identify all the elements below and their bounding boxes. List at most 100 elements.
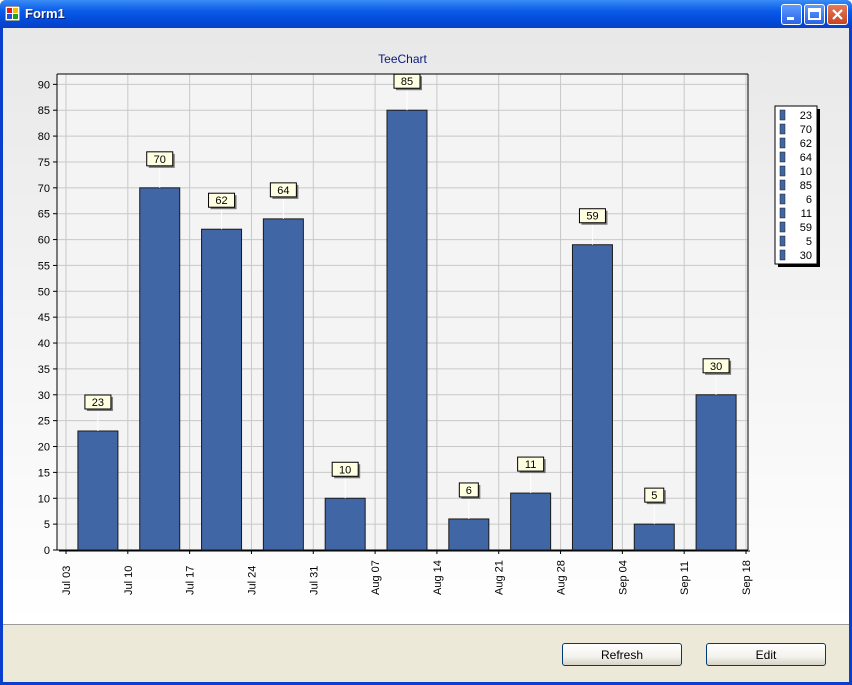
legend-label: 64 [800, 152, 812, 164]
x-tick-label: Sep 11 [679, 561, 691, 595]
data-label: 6 [466, 485, 472, 497]
legend-label: 59 [800, 222, 812, 234]
x-tick-label: Sep 18 [741, 560, 753, 595]
x-tick-label: Aug 14 [432, 560, 444, 595]
data-label-box [393, 73, 421, 89]
chart-title: TeeChart [378, 52, 427, 66]
bar [448, 518, 490, 551]
y-tick-label: 10 [38, 493, 50, 505]
data-label: 30 [710, 361, 722, 373]
legend-label: 11 [801, 208, 812, 220]
bar [201, 228, 243, 551]
title-bar[interactable]: Form1 [0, 0, 852, 28]
x-tick-label: Jul 03 [61, 566, 73, 595]
legend-swatch [779, 165, 786, 177]
data-label-box [458, 482, 479, 498]
data-label-box [644, 487, 665, 503]
y-tick-label: 5 [44, 519, 50, 531]
bar [386, 109, 428, 551]
legend-swatch [779, 109, 786, 121]
legend-label: 30 [800, 250, 812, 262]
legend-swatch [779, 235, 786, 247]
data-label: 11 [525, 459, 536, 471]
y-tick-label: 75 [38, 157, 50, 169]
refresh-button[interactable]: Refresh [562, 643, 682, 666]
legend-swatch [779, 137, 786, 149]
maximize-button[interactable] [804, 4, 825, 25]
legend-swatch [779, 151, 786, 163]
edit-button[interactable]: Edit [706, 643, 826, 666]
legend-swatch [779, 207, 786, 219]
data-label: 59 [586, 211, 598, 223]
y-tick-label: 50 [38, 286, 50, 298]
y-tick-label: 60 [38, 235, 50, 247]
x-tick-label: Aug 07 [370, 560, 382, 595]
data-label: 10 [339, 464, 351, 476]
form-client-area: 0 5 10 15 20 25 30 35 40 45 50 55 60 65 70 75 80 85 90 Jul … [3, 28, 849, 682]
y-tick-label: 30 [38, 390, 50, 402]
legend-swatch [779, 179, 786, 191]
bar [571, 244, 613, 551]
data-label: 62 [215, 195, 227, 207]
close-icon [832, 9, 843, 20]
legend-label: 10 [800, 166, 812, 178]
data-label: 85 [401, 76, 413, 88]
y-tick-label: 70 [38, 183, 50, 195]
minimize-button[interactable] [781, 4, 802, 25]
y-tick-label: 85 [38, 105, 50, 117]
x-tick-label: Jul 10 [123, 566, 135, 595]
x-tick-label: Aug 21 [494, 560, 506, 595]
data-label-box [331, 461, 359, 477]
y-tick-label: 80 [38, 131, 50, 143]
y-tick-label: 25 [38, 416, 50, 428]
y-tick-label: 15 [38, 467, 50, 479]
data-label-box [517, 456, 545, 472]
data-label-box [578, 208, 606, 224]
legend-label: 5 [806, 236, 812, 248]
x-tick-label: Sep 04 [617, 560, 629, 595]
data-label-box [702, 358, 730, 374]
bar [262, 218, 304, 551]
data-label: 70 [154, 154, 166, 166]
x-tick-label: Jul 17 [185, 566, 197, 595]
data-label: 64 [277, 185, 289, 197]
y-tick-label: 45 [38, 312, 50, 324]
close-button[interactable] [827, 4, 848, 25]
x-tick-label: Jul 24 [246, 566, 258, 595]
y-tick-label: 65 [38, 209, 50, 221]
legend-swatch [779, 193, 786, 205]
bar [633, 523, 675, 551]
bar [695, 394, 737, 551]
y-tick-label: 35 [38, 364, 50, 376]
data-label: 5 [651, 490, 657, 502]
bar [324, 497, 366, 551]
y-tick-label: 40 [38, 338, 50, 350]
app-icon [5, 6, 20, 21]
legend-label: 23 [800, 110, 812, 122]
data-label-box [146, 151, 174, 167]
data-label-box [84, 394, 112, 410]
bar [510, 492, 552, 551]
window-title: Form1 [25, 6, 65, 21]
bar-chart: 051015202530354045505560657075808590Jul … [38, 52, 820, 595]
x-tick-label: Jul 31 [308, 566, 320, 595]
minimize-icon [787, 17, 794, 20]
y-tick-label: 0 [44, 545, 50, 557]
maximize-icon [808, 8, 821, 20]
data-label: 23 [92, 397, 104, 409]
legend-label: 85 [800, 180, 812, 192]
chart-panel[interactable]: 0 5 10 15 20 25 30 35 40 45 50 55 60 65 70 75 80 85 90 Jul … [3, 28, 849, 625]
legend-label: 62 [800, 138, 812, 150]
y-tick-label: 55 [38, 260, 50, 272]
legend-label: 6 [806, 194, 812, 206]
legend-swatch [779, 221, 786, 233]
y-tick-label: 90 [38, 79, 50, 91]
bar [139, 187, 181, 551]
y-tick-label: 20 [38, 442, 50, 454]
data-label-box [208, 192, 236, 208]
legend-label: 70 [800, 124, 812, 136]
legend-swatch [779, 249, 786, 261]
legend-swatch [779, 123, 786, 135]
data-label-box [269, 182, 297, 198]
